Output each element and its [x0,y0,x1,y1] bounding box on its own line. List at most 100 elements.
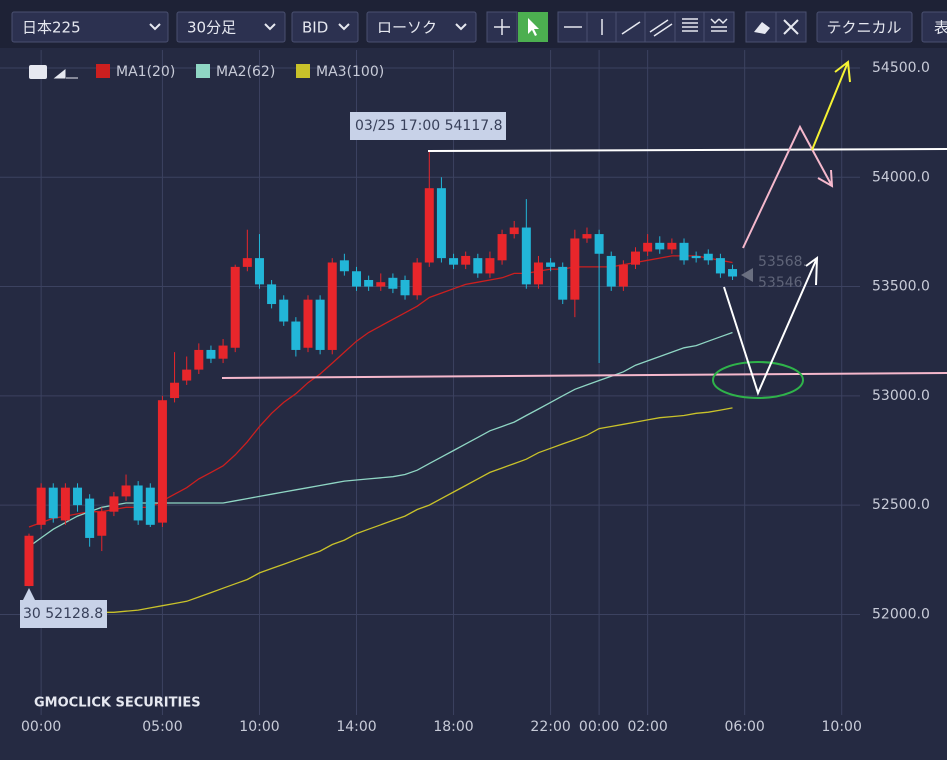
candle-body [497,234,507,261]
legend-label: MA2(62) [216,64,275,80]
v-arrow [723,255,819,396]
y-tick-label: 54500.0 [872,60,930,76]
candle-body [570,238,580,300]
x-tick-label: 05:00 [142,719,182,735]
legend-icon[interactable] [29,65,47,79]
x-tick-label: 18:00 [433,719,473,735]
icon [682,18,698,32]
x-tick-label: 00:00 [579,719,619,735]
candle-body [218,345,228,359]
technical-button[interactable]: テクニカル [816,11,913,43]
candle-body [206,349,216,359]
candle-body [436,188,446,259]
candle-body [412,262,422,296]
x-tick-label: 02:00 [627,719,667,735]
candle-body [194,349,204,370]
legend-swatch [196,64,210,78]
candle-body [303,299,313,348]
candle-body [703,253,713,261]
candle-body [73,487,83,506]
candle-body [315,299,325,350]
high-label-box [350,112,506,140]
candle-body [24,535,34,587]
candle-body [655,242,665,250]
candle-body [145,487,155,525]
pink-arrow [742,124,834,249]
timeframe-select[interactable]: 30分足 [176,11,286,43]
candle-body [582,234,592,239]
candle-body [643,242,653,252]
pointer-icon [528,18,539,36]
price-select[interactable]: BID [291,11,359,43]
icon [649,19,673,37]
table-button[interactable]: 表 [921,11,947,43]
candle-body [48,487,58,519]
candle-body [485,258,495,274]
candle-body [242,258,252,267]
select-box [11,11,169,43]
candle-body [170,382,180,399]
tool-buttons [486,11,807,43]
select-box [291,11,359,43]
candle-body [267,284,277,305]
candle-body [182,369,192,381]
button-box [921,11,947,43]
legend-icon [53,68,78,79]
candle-body [424,188,434,263]
candle-body [364,279,374,287]
y-tick-label: 53500.0 [872,279,930,295]
candle-body [618,264,628,287]
chart-type-select[interactable]: ローソク [366,11,477,43]
candle-body [279,299,289,322]
drawings [221,60,947,399]
legend-swatch [96,64,110,78]
candle-body [509,227,519,235]
symbol-select[interactable]: 日本225 [11,11,169,43]
candle-body [36,487,46,525]
chevron [149,23,161,31]
x-tick-label: 14:00 [336,719,376,735]
candle-body [558,266,568,300]
circle [712,361,804,399]
legend-label: MA3(100) [316,64,384,80]
candle-body [667,242,677,250]
trendline-button[interactable] [615,11,647,43]
candle-body [473,258,483,274]
candle-body [679,242,689,261]
candle-body [533,262,543,285]
candle-body [691,255,701,259]
candle-body [254,258,264,285]
price-label: 53568. [758,254,807,270]
select-box [176,11,286,43]
legend: MA1(20) MA2(62) MA3(100) [29,64,384,80]
channel-button[interactable] [644,11,676,43]
low-label-box [20,600,107,628]
chevron [338,23,350,31]
candle-body [109,496,119,512]
icon [754,22,770,34]
candle-body [728,269,738,277]
candle-body [631,251,640,265]
chevron [264,23,276,31]
candle-body [85,498,95,538]
hline-button[interactable] [557,11,589,43]
low-label: 30 52128.8 [23,606,103,622]
candle-body [594,234,604,254]
candle-body [121,485,131,497]
candle-body [339,260,349,272]
button-box [816,11,913,43]
x-tick-label: 10:00 [239,719,279,735]
candle-body [352,271,362,287]
candle-body [327,262,337,350]
button-text: 表 [934,19,947,37]
icon [621,21,641,35]
candle-body [521,227,531,285]
chevron [455,23,467,31]
candle-body [133,485,143,521]
select-box [366,11,477,43]
y-tick-label: 53000.0 [872,388,930,404]
resistance-line [427,148,947,152]
select-text: ローソク [377,19,437,37]
watermark: GMOCLICK SECURITIES [34,696,201,711]
